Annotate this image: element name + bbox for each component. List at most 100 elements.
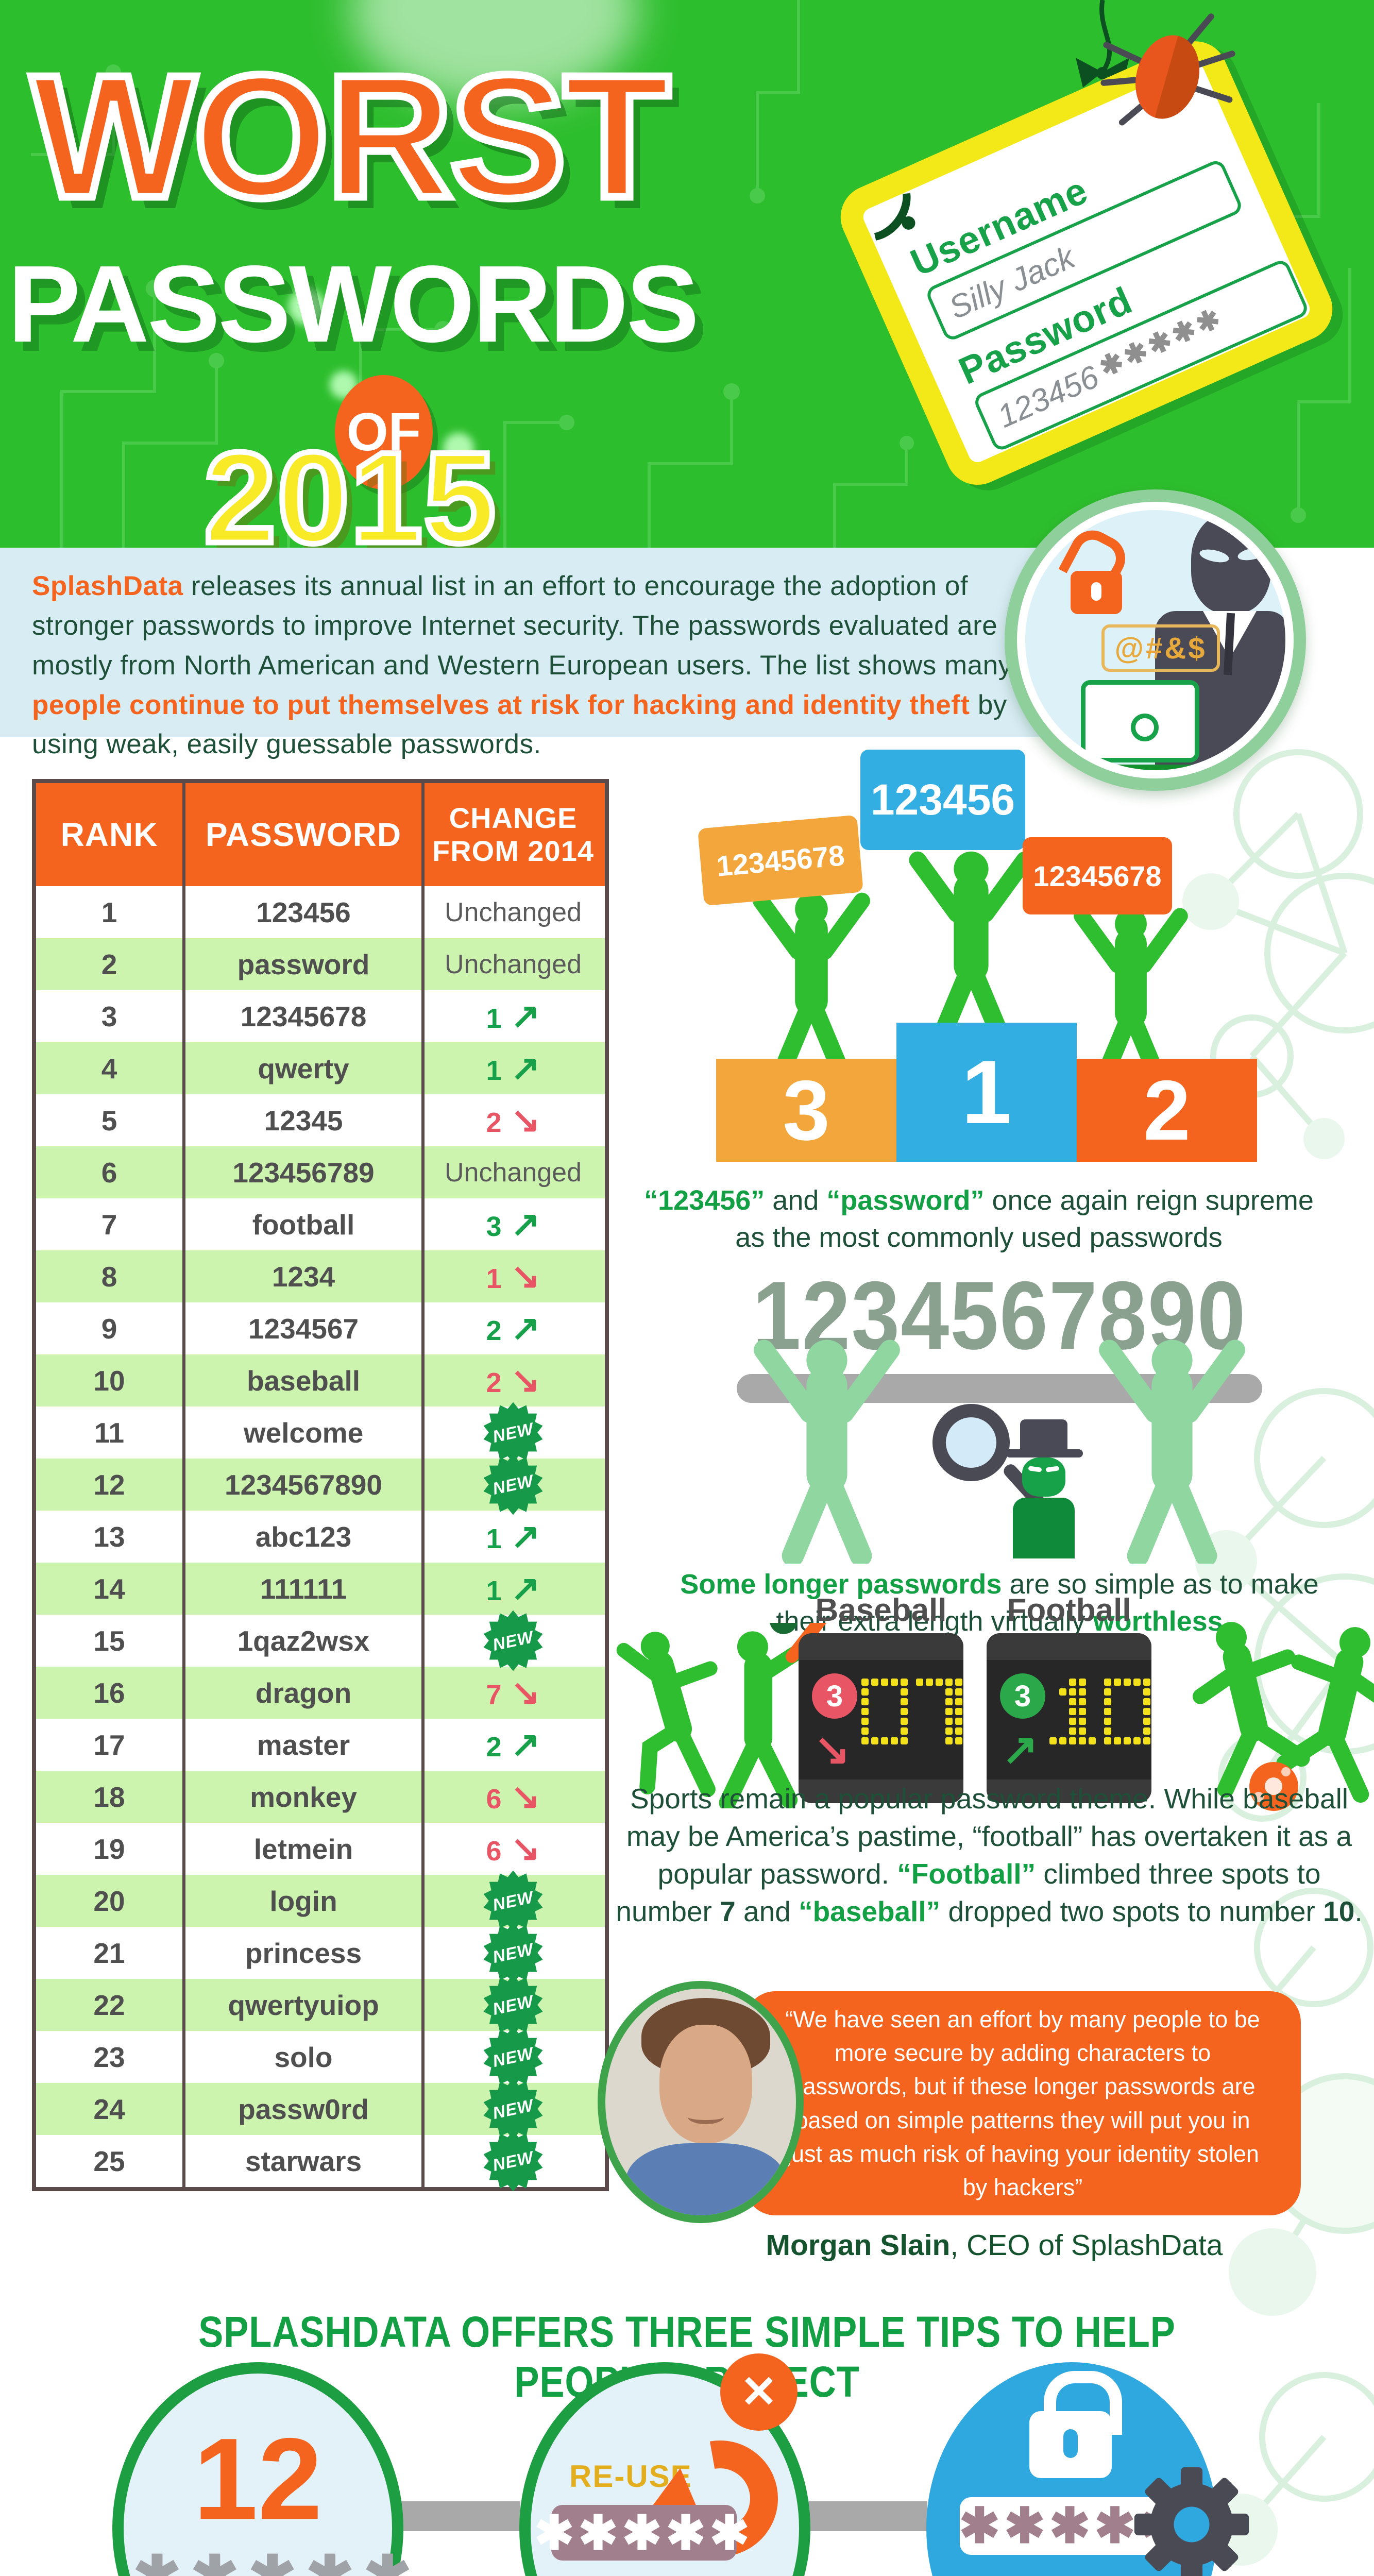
- table-row: 6 123456789 Unchanged: [36, 1146, 605, 1198]
- spy-head: [1022, 1458, 1065, 1497]
- football-scoreboard: 3 ↗: [987, 1633, 1151, 1803]
- person-figure: [1061, 907, 1200, 1082]
- tip2-password-field: ✱✱✱✱✱: [534, 2505, 750, 2561]
- rank-cell: 2: [36, 938, 185, 990]
- baseball-label: Baseball: [815, 1592, 947, 1628]
- podium-block-3: 3: [716, 1059, 896, 1162]
- rank-cell: 17: [36, 1719, 185, 1771]
- change-down: 2 ↘: [486, 1100, 540, 1140]
- password-cell: letmein: [185, 1823, 425, 1875]
- new-badge: NEW: [483, 2130, 543, 2192]
- open-lock-icon: [1071, 571, 1122, 614]
- rank-cell: 10: [36, 1354, 185, 1406]
- change-up: 2 ↗: [486, 1725, 540, 1764]
- new-badge: NEW: [483, 1922, 543, 1984]
- rank-cell: 3: [36, 990, 185, 1042]
- new-badge: NEW: [483, 1402, 543, 1463]
- password-cell: login: [185, 1875, 425, 1927]
- password-cell: 12345: [185, 1094, 425, 1146]
- table-row: 22 qwertyuiop NEW: [36, 1974, 605, 2036]
- table-row: 2 password Unchanged: [36, 938, 605, 990]
- password-cell: 1234567890: [185, 1459, 425, 1511]
- quote-bubble: “We have seen an effort by many people t…: [744, 1991, 1301, 2215]
- password-cell: football: [185, 1198, 425, 1250]
- bug-icon: [1090, 0, 1245, 154]
- title-year: 2015: [201, 423, 499, 548]
- rank-cell: 23: [36, 2031, 185, 2083]
- password-cell: starwars: [185, 2135, 425, 2187]
- new-badge: NEW: [483, 1974, 543, 2036]
- x-badge-icon: ✕: [720, 2353, 798, 2431]
- table-row: 17 master 2 ↗: [36, 1719, 605, 1771]
- up-arrow-icon: ↗: [511, 1517, 540, 1556]
- hacker-silhouette: [1191, 513, 1271, 614]
- password-cell: baseball: [185, 1354, 425, 1406]
- down-arrow-icon: ↘: [511, 1673, 540, 1712]
- title-worst: WORST: [27, 35, 674, 239]
- table-row: 5 12345 2 ↘: [36, 1094, 605, 1146]
- brand-name: SplashData: [32, 571, 183, 601]
- intro-text-tail: by using weak, easily guessable password…: [32, 689, 1007, 760]
- podium-caption: “123456” and “password” once again reign…: [644, 1185, 1314, 1253]
- lock-icon: [1029, 2371, 1122, 2478]
- new-badge: NEW: [483, 2026, 543, 2088]
- down-arrow-icon: ↘: [511, 1777, 540, 1816]
- table-row: 21 princess NEW: [36, 1922, 605, 1984]
- header-change-line2: FROM 2014: [432, 835, 594, 867]
- baseball-change-badge: 3: [812, 1673, 857, 1719]
- password-cell: master: [185, 1719, 425, 1771]
- lifter-figure: [1087, 1337, 1257, 1564]
- password-cell: abc123: [185, 1511, 425, 1563]
- header-change-line1: CHANGE: [449, 801, 578, 834]
- password-cell: password: [185, 938, 425, 990]
- table-header: RANK PASSWORD CHANGE FROM 2014: [36, 783, 605, 886]
- circuit-pattern: [31, 0, 1351, 548]
- password-cell: 1234567: [185, 1302, 425, 1354]
- rank-cell: 19: [36, 1823, 185, 1875]
- podium-block-2: 2: [1077, 1059, 1257, 1162]
- password-cell: solo: [185, 2031, 425, 2083]
- password-cell: qwertyuiop: [185, 1979, 425, 2031]
- table-row: 24 passw0rd NEW: [36, 2078, 605, 2140]
- spy-hat: [1020, 1419, 1067, 1452]
- intro-risk-highlight: people continue to put themselves at ris…: [32, 689, 970, 720]
- header-rank: RANK: [36, 783, 185, 886]
- football-up-arrow-icon: ↗: [1002, 1725, 1039, 1773]
- ceo-portrait: [598, 1981, 804, 2223]
- password-cell: qwerty: [185, 1042, 425, 1094]
- spy-hat-brim: [1006, 1449, 1083, 1458]
- rank-cell: 12: [36, 1459, 185, 1511]
- table-row: 10 baseball 2 ↘: [36, 1354, 605, 1406]
- table-row: 14 111111 1 ↗: [36, 1563, 605, 1615]
- podium-sign-1st: 123456: [860, 750, 1025, 850]
- hacker-symbols: @#&$: [1114, 631, 1207, 665]
- up-arrow-icon: ↗: [511, 1205, 540, 1244]
- table-row: 15 1qaz2wsx NEW: [36, 1610, 605, 1671]
- table-row: 9 1234567 2 ↗: [36, 1302, 605, 1354]
- change-down: 6 ↘: [486, 1777, 540, 1816]
- table-row: 3 12345678 1 ↗: [36, 990, 605, 1042]
- longer-passwords-caption: Some longer passwords are so simple as t…: [680, 1569, 1319, 1637]
- up-arrow-icon: ↗: [511, 1048, 540, 1088]
- rank-cell: 7: [36, 1198, 185, 1250]
- change-down: 2 ↘: [486, 1361, 540, 1400]
- rank-cell: 13: [36, 1511, 185, 1563]
- header-password: PASSWORD: [185, 783, 425, 886]
- baseball-score-display: [861, 1679, 962, 1744]
- tip1-number: 12: [193, 2414, 323, 2544]
- password-cell: passw0rd: [185, 2083, 425, 2135]
- password-cell: princess: [185, 1927, 425, 1979]
- table-row: 7 football 3 ↗: [36, 1198, 605, 1250]
- football-change-badge: 3: [1000, 1673, 1045, 1719]
- title-passwords: PASSWORDS: [8, 243, 699, 365]
- rank-cell: 9: [36, 1302, 185, 1354]
- table-row: 12 1234567890 NEW: [36, 1454, 605, 1515]
- sports-caption: Sports remain a popular password theme. …: [616, 1783, 1363, 1928]
- table-row: 8 1234 1 ↘: [36, 1250, 605, 1302]
- change-up: 1 ↗: [486, 1048, 540, 1088]
- table-row: 11 welcome NEW: [36, 1402, 605, 1463]
- password-cell: 111111: [185, 1563, 425, 1615]
- header-change: CHANGE FROM 2014: [425, 783, 602, 886]
- glow-dot: [289, 289, 325, 325]
